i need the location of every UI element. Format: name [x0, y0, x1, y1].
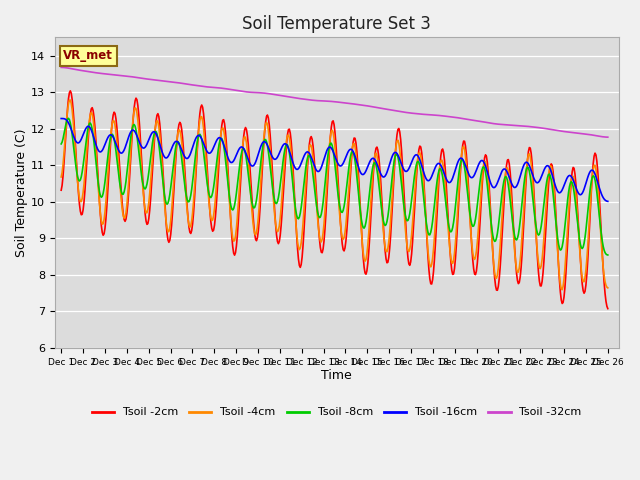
Y-axis label: Soil Temperature (C): Soil Temperature (C) [15, 128, 28, 257]
Text: VR_met: VR_met [63, 49, 113, 62]
Title: Soil Temperature Set 3: Soil Temperature Set 3 [243, 15, 431, 33]
Legend: Tsoil -2cm, Tsoil -4cm, Tsoil -8cm, Tsoil -16cm, Tsoil -32cm: Tsoil -2cm, Tsoil -4cm, Tsoil -8cm, Tsoi… [87, 403, 586, 422]
X-axis label: Time: Time [321, 369, 352, 382]
